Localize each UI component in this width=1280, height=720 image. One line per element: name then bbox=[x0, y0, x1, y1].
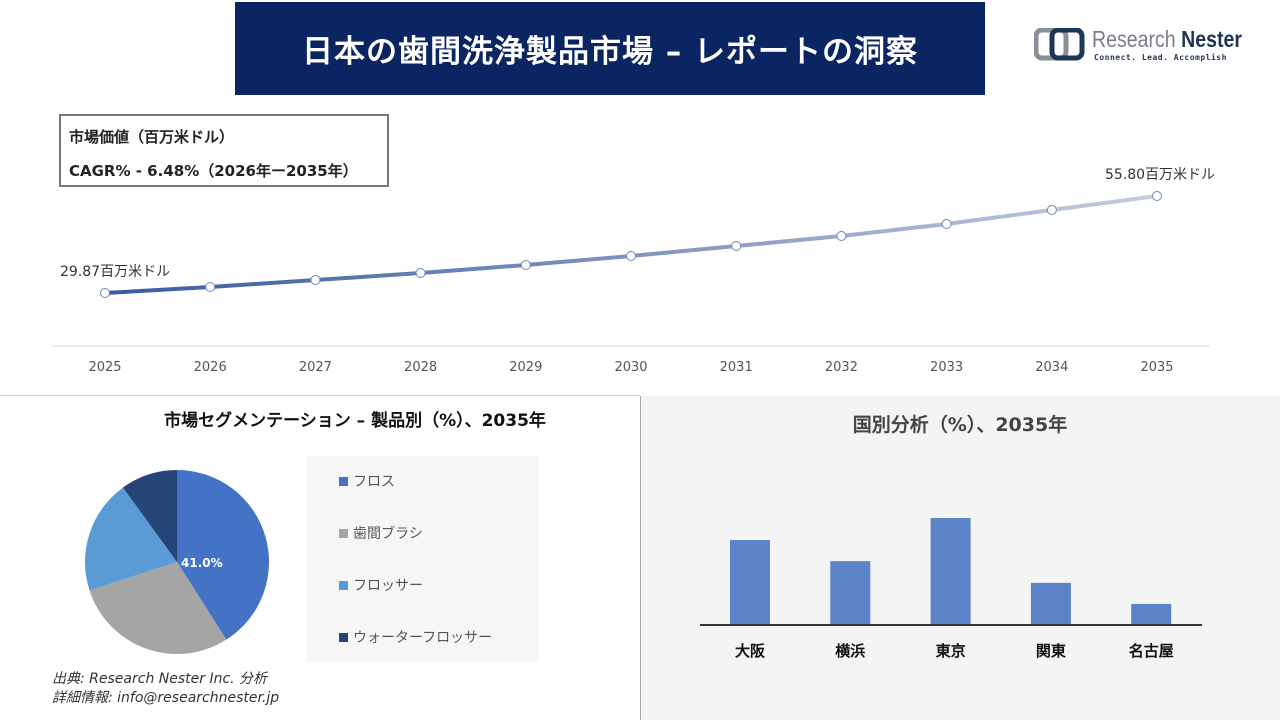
x-tick-label: 関東 bbox=[1036, 642, 1066, 660]
bar bbox=[730, 540, 770, 625]
pie-slice bbox=[89, 562, 227, 654]
contact-line: 詳細情報: info@researchnester.jp bbox=[52, 690, 280, 706]
source-note: 出典: Research Nester Inc. 分析 詳細情報: info@r… bbox=[52, 670, 279, 708]
pie-slice bbox=[85, 487, 177, 591]
pie-slice bbox=[122, 470, 177, 562]
bar bbox=[830, 561, 871, 625]
section-divider bbox=[0, 395, 640, 396]
data-point bbox=[1152, 191, 1162, 201]
legend-swatch bbox=[339, 580, 348, 590]
logo-tagline: Connect. Lead. Accomplish bbox=[1094, 53, 1227, 62]
page-title: 日本の歯間洗浄製品市場 – レポートの洞察 bbox=[235, 2, 985, 95]
line-chart: 2025 2026 2027 2028 2029 2030 2031 2032 2033 2034… bbox=[52, 167, 1215, 375]
bar bbox=[930, 518, 971, 625]
source-line: 出典: Research Nester Inc. 分析 bbox=[52, 671, 268, 687]
legend-item: 歯間ブラシ bbox=[339, 523, 423, 543]
x-tick-label: 2029 bbox=[509, 360, 542, 375]
bar-chart: 大阪 横浜 東京 関東 名古屋 bbox=[700, 518, 1202, 660]
x-tick-label: 2027 bbox=[299, 360, 332, 375]
logo-icon bbox=[1034, 28, 1085, 61]
legend-swatch bbox=[339, 476, 348, 486]
x-tick-label: 2031 bbox=[720, 360, 753, 375]
pie-legend: フロス歯間ブラシフロッサーウォーターフロッサー bbox=[307, 456, 539, 662]
x-tick-label: 2025 bbox=[88, 360, 121, 375]
legend-label: ウォーターフロッサー bbox=[353, 630, 493, 646]
x-tick-label: 2028 bbox=[404, 360, 437, 375]
data-label-first: 29.87百万米ドル bbox=[60, 264, 170, 280]
x-tick-label: 名古屋 bbox=[1129, 642, 1174, 660]
pie-data-label: 41.0% bbox=[181, 556, 223, 570]
x-tick-label: 2034 bbox=[1035, 360, 1068, 375]
legend-label: フロッサー bbox=[353, 578, 423, 594]
x-tick-label: 東京 bbox=[936, 642, 966, 660]
bar bbox=[1131, 603, 1172, 625]
data-label-last: 55.80百万米ドル bbox=[1105, 167, 1215, 183]
x-tick-label: 大阪 bbox=[735, 642, 766, 660]
x-tick-label: 2026 bbox=[194, 360, 227, 375]
legend-swatch bbox=[339, 528, 348, 538]
x-tick-label: 2035 bbox=[1140, 360, 1173, 375]
cagr-label: CAGR% - 6.48%（2026年ー2035年） bbox=[69, 162, 358, 180]
logo-name: Research Nester bbox=[1092, 26, 1242, 52]
legend-item: フロッサー bbox=[339, 575, 423, 595]
bar-chart-title: 国別分析（%）、2035年 bbox=[852, 414, 1068, 436]
data-point bbox=[836, 230, 847, 241]
market-info-box: 市場価値（百万米ドル） CAGR% - 6.48%（2026年ー2035年） bbox=[59, 114, 389, 187]
pie-chart-title: 市場セグメンテーション – 製品別（%）、2035年 bbox=[164, 411, 546, 431]
data-point bbox=[731, 241, 742, 252]
x-tick-label: 2030 bbox=[614, 360, 647, 375]
data-point bbox=[1046, 204, 1057, 215]
data-point bbox=[310, 275, 321, 286]
legend-label: フロス bbox=[353, 474, 395, 490]
data-point bbox=[941, 219, 952, 230]
legend-item: ウォーターフロッサー bbox=[339, 627, 492, 647]
data-point bbox=[415, 267, 426, 278]
pie-slice bbox=[177, 470, 269, 640]
data-point bbox=[100, 288, 110, 298]
x-tick-label: 横浜 bbox=[835, 642, 865, 660]
series-line bbox=[104, 194, 1158, 295]
bar bbox=[1030, 582, 1071, 625]
data-point bbox=[520, 260, 531, 271]
legend-item: フロス bbox=[339, 471, 395, 491]
data-point bbox=[626, 251, 636, 262]
x-tick-label: 2032 bbox=[825, 360, 858, 375]
x-tick-label: 2033 bbox=[930, 360, 963, 375]
logo: Research Nester Connect. Lead. Accomplis… bbox=[1034, 26, 1254, 66]
legend-label: 歯間ブラシ bbox=[353, 526, 423, 542]
data-point bbox=[205, 282, 216, 293]
market-value-label: 市場価値（百万米ドル） bbox=[69, 128, 235, 146]
legend-swatch bbox=[339, 632, 348, 642]
pie-chart: 41.0% bbox=[85, 470, 269, 654]
